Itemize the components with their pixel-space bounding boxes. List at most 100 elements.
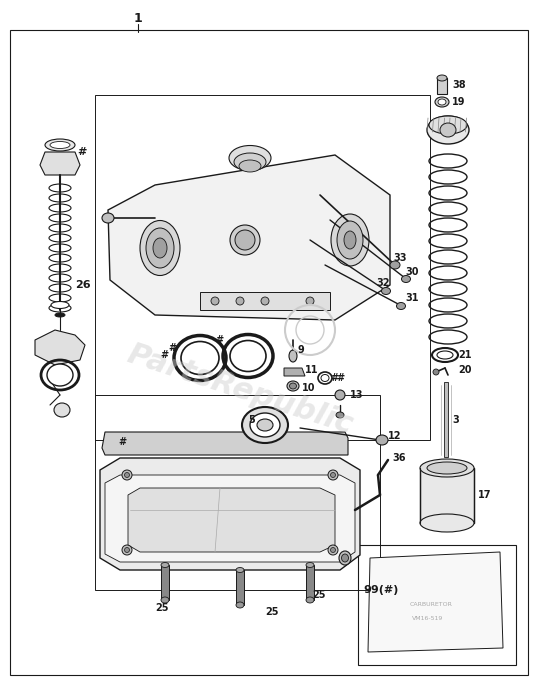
Ellipse shape [45, 139, 75, 151]
Text: 25: 25 [155, 603, 168, 613]
Ellipse shape [306, 563, 314, 568]
Ellipse shape [181, 342, 219, 374]
Ellipse shape [230, 225, 260, 255]
Polygon shape [102, 432, 348, 455]
Text: #: # [330, 373, 338, 383]
Text: #: # [160, 350, 168, 360]
Ellipse shape [289, 350, 297, 362]
Polygon shape [128, 488, 335, 552]
Ellipse shape [381, 288, 391, 294]
Bar [358, 545, 516, 665]
Ellipse shape [239, 160, 261, 172]
Text: 11: 11 [305, 365, 318, 375]
Text: #: # [168, 343, 176, 353]
Text: 21: 21 [458, 350, 471, 360]
Text: 38: 38 [452, 80, 465, 90]
Ellipse shape [234, 153, 266, 171]
Text: 20: 20 [458, 365, 471, 375]
Ellipse shape [161, 563, 169, 568]
Ellipse shape [306, 597, 314, 603]
Ellipse shape [390, 261, 400, 269]
Ellipse shape [435, 97, 449, 107]
Ellipse shape [257, 419, 273, 431]
Ellipse shape [437, 351, 453, 359]
Text: 9: 9 [298, 345, 305, 355]
Ellipse shape [102, 213, 114, 223]
Ellipse shape [161, 597, 169, 603]
Polygon shape [108, 155, 390, 320]
Text: 36: 36 [392, 453, 406, 463]
Polygon shape [105, 475, 355, 562]
Ellipse shape [54, 403, 70, 417]
Ellipse shape [342, 554, 349, 562]
Text: 13: 13 [350, 390, 364, 400]
Bar [306, 565, 314, 600]
Text: 99(#): 99(#) [363, 585, 398, 595]
Ellipse shape [427, 116, 469, 144]
Ellipse shape [236, 602, 244, 608]
Bar [161, 565, 169, 600]
Text: 32: 32 [376, 278, 390, 288]
Text: #: # [77, 147, 87, 157]
Text: 19: 19 [452, 97, 465, 107]
Ellipse shape [287, 381, 299, 391]
Text: 10: 10 [302, 383, 315, 393]
Circle shape [261, 297, 269, 305]
Text: 30: 30 [405, 267, 419, 277]
Circle shape [122, 545, 132, 555]
Polygon shape [35, 330, 85, 365]
Ellipse shape [437, 75, 447, 81]
Ellipse shape [50, 141, 70, 148]
Ellipse shape [229, 145, 271, 171]
Circle shape [330, 548, 336, 553]
Ellipse shape [331, 214, 369, 266]
Ellipse shape [440, 123, 456, 137]
Circle shape [328, 545, 338, 555]
Circle shape [124, 473, 130, 477]
Text: PartsRepublic: PartsRepublic [123, 339, 357, 441]
Ellipse shape [230, 341, 266, 372]
Ellipse shape [250, 413, 280, 437]
Polygon shape [100, 458, 360, 570]
Ellipse shape [376, 435, 388, 445]
Text: 3: 3 [452, 415, 459, 425]
Text: 31: 31 [405, 293, 419, 303]
Polygon shape [368, 552, 503, 652]
Text: VM16-519: VM16-519 [412, 615, 443, 620]
Ellipse shape [337, 221, 363, 259]
Ellipse shape [335, 390, 345, 400]
Text: #: # [215, 335, 223, 345]
Text: #: # [336, 373, 344, 383]
Text: #: # [118, 437, 126, 447]
Text: 5: 5 [248, 415, 255, 425]
Bar [95, 395, 380, 590]
Ellipse shape [289, 383, 296, 389]
Circle shape [124, 548, 130, 553]
Ellipse shape [339, 551, 351, 565]
Circle shape [306, 297, 314, 305]
Ellipse shape [429, 116, 467, 134]
Ellipse shape [55, 313, 65, 317]
Circle shape [328, 470, 338, 480]
Ellipse shape [344, 231, 356, 249]
Ellipse shape [236, 568, 244, 572]
Circle shape [236, 297, 244, 305]
Circle shape [122, 470, 132, 480]
Text: 1: 1 [133, 12, 143, 25]
Text: 25: 25 [265, 607, 279, 617]
Circle shape [330, 473, 336, 477]
Ellipse shape [242, 407, 288, 443]
Ellipse shape [321, 374, 329, 382]
Circle shape [211, 297, 219, 305]
Ellipse shape [433, 369, 439, 375]
Text: 12: 12 [388, 431, 401, 441]
Bar [200, 292, 330, 310]
Text: 17: 17 [478, 490, 492, 500]
Ellipse shape [146, 228, 174, 268]
Ellipse shape [397, 303, 406, 309]
Ellipse shape [438, 99, 446, 105]
Ellipse shape [401, 275, 410, 283]
Text: CARBURETOR: CARBURETOR [410, 602, 453, 607]
Ellipse shape [51, 301, 69, 309]
Bar [420, 468, 474, 523]
